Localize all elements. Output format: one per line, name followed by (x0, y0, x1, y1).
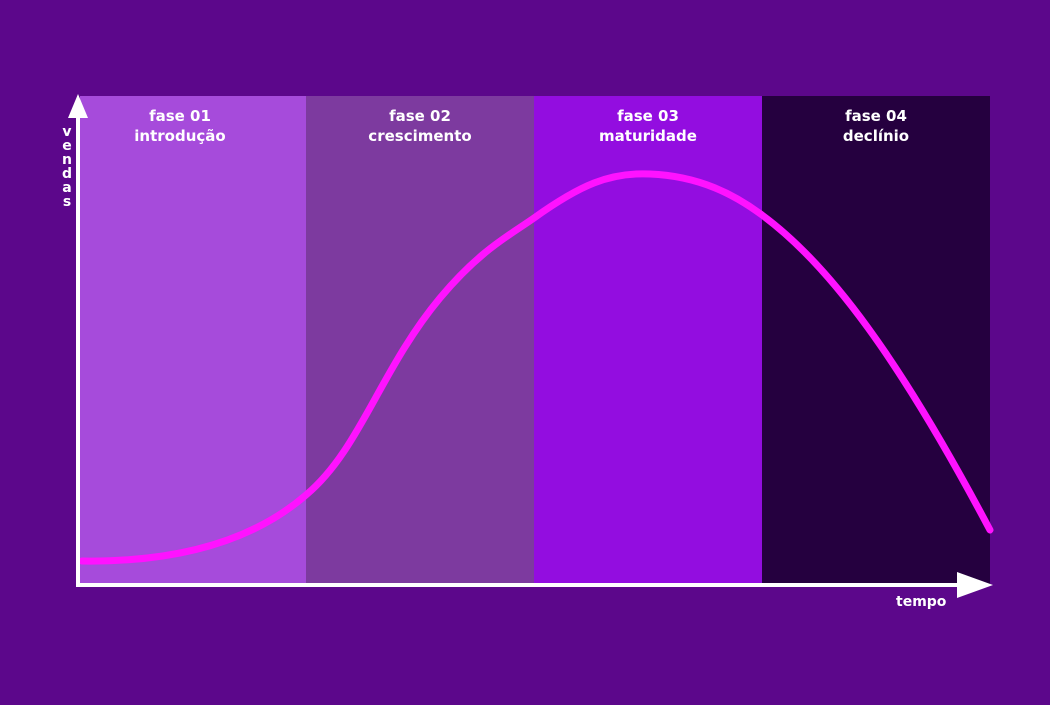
phase-number: fase 04 (845, 107, 907, 125)
phase-number: fase 03 (617, 107, 679, 125)
phase-panel (306, 96, 534, 584)
phase-panel (80, 96, 306, 584)
phase-label: fase 04 declínio (762, 106, 990, 146)
phase-name: introdução (134, 127, 226, 145)
x-axis-label: tempo (896, 594, 947, 610)
x-axis-arrow (957, 572, 993, 598)
phase-name: declínio (842, 127, 910, 145)
sales-curve (78, 170, 994, 565)
y-axis-arrow (68, 94, 88, 118)
phase-label: fase 01 introdução (66, 106, 294, 146)
phase-number: fase 01 (149, 107, 211, 125)
phase-label: fase 02 crescimento (306, 106, 534, 146)
phase-name: crescimento (368, 127, 472, 145)
y-axis-label: vendas (59, 124, 75, 208)
phase-name: maturidade (599, 127, 697, 145)
phase-label: fase 03 maturidade (534, 106, 762, 146)
phase-number: fase 02 (389, 107, 451, 125)
